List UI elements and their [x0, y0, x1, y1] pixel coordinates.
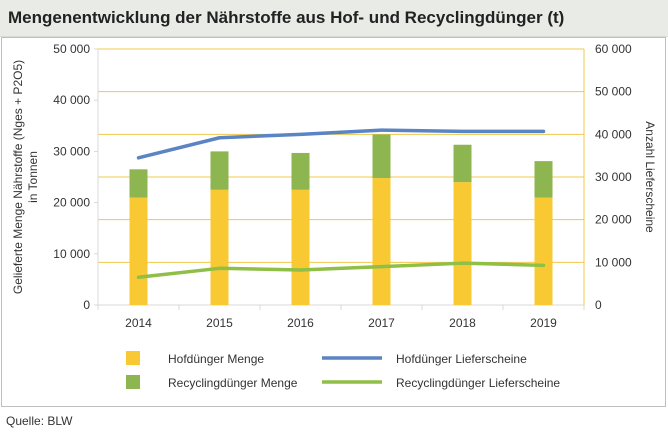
legend-label: Hofdünger Menge [168, 352, 264, 366]
bar-hofduenger-menge [534, 197, 553, 305]
bar-recyclingduenger-menge [210, 151, 229, 190]
y-axis-title: Gelieferte Menge Nährstoffe (Nges + P2O5… [11, 60, 25, 294]
bar-recyclingduenger-menge [534, 161, 553, 198]
legend-swatch [126, 375, 140, 389]
chart-frame [1, 37, 666, 407]
y-tick-label: 50 000 [53, 42, 90, 56]
y-tick-label: 30 000 [53, 144, 90, 158]
chart-title: Mengenentwicklung der Nährstoffe aus Hof… [8, 8, 565, 27]
y-tick-label: 20 000 [53, 196, 90, 210]
y2-tick-label: 60 000 [595, 42, 632, 56]
title-bar: Mengenentwicklung der Nährstoffe aus Hof… [0, 0, 668, 37]
x-tick-label: 2014 [125, 316, 152, 330]
bar-hofduenger-menge [291, 189, 310, 305]
bar-hofduenger-menge [453, 182, 472, 305]
y-tick-label: 10 000 [53, 247, 90, 261]
y2-tick-label: 0 [595, 298, 602, 312]
x-tick-label: 2015 [206, 316, 233, 330]
x-tick-label: 2018 [449, 316, 476, 330]
legend-label: Recyclingdünger Menge [168, 376, 298, 390]
source-note: Quelle: BLW [6, 414, 73, 428]
y-axis-title: in Tonnen [26, 151, 40, 203]
line-recyclingduenger-lieferscheine [136, 261, 546, 280]
y2-tick-label: 50 000 [595, 85, 632, 99]
bar-hofduenger-menge [210, 189, 229, 305]
bar-recyclingduenger-menge [291, 152, 310, 190]
x-tick-label: 2017 [368, 316, 395, 330]
y-tick-label: 0 [83, 298, 90, 312]
bar-recyclingduenger-menge [372, 134, 391, 179]
y-tick-label: 40 000 [53, 93, 90, 107]
x-tick-label: 2016 [287, 316, 314, 330]
x-tick-label: 2019 [530, 316, 557, 330]
bar-hofduenger-menge [372, 178, 391, 305]
y2-axis-title: Anzahl Lieferscheine [643, 121, 657, 233]
legend-swatch [126, 351, 140, 365]
bar-recyclingduenger-menge [129, 169, 148, 198]
y2-tick-label: 20 000 [595, 213, 632, 227]
legend-label: Hofdünger Lieferscheine [396, 352, 527, 366]
y2-tick-label: 40 000 [595, 127, 632, 141]
legend-label: Recyclingdünger Lieferscheine [396, 376, 560, 390]
bar-hofduenger-menge [129, 197, 148, 305]
y2-tick-label: 30 000 [595, 170, 632, 184]
line-hofduenger-lieferscheine [136, 128, 546, 160]
y2-tick-label: 10 000 [595, 255, 632, 269]
bar-recyclingduenger-menge [453, 144, 472, 183]
